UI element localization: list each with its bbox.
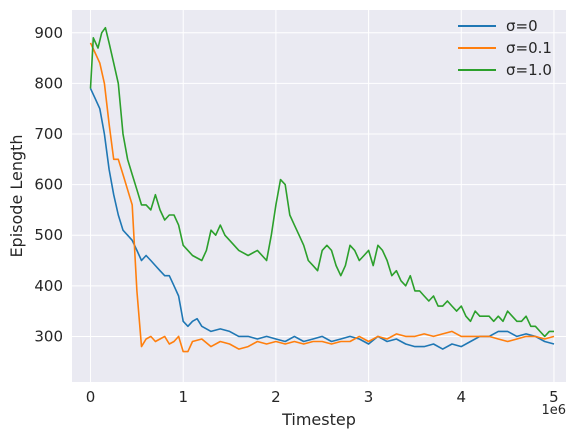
grid-lines (72, 10, 566, 382)
legend-entry: σ=1.0 (506, 61, 552, 79)
y-tick-label: 700 (34, 125, 63, 143)
y-tick-label: 800 (34, 74, 63, 92)
legend-entry: σ=0 (506, 17, 538, 35)
x-tick-label: 3 (364, 388, 374, 406)
series-lines (89, 26, 555, 353)
series-line-1 (89, 42, 555, 353)
plot-background (72, 10, 566, 382)
y-tick-label: 500 (34, 226, 63, 244)
x-axis-offset-label: 1e6 (541, 403, 566, 418)
y-tick-label: 400 (34, 277, 63, 295)
x-tick-label: 5 (549, 388, 559, 406)
legend-entry: σ=0.1 (506, 39, 552, 57)
legend: σ=0 σ=0.1 σ=1.0 (458, 17, 552, 79)
x-tick-label: 4 (456, 388, 466, 406)
x-tick-label: 1 (178, 388, 188, 406)
x-tick-label: 2 (271, 388, 281, 406)
series-line-2 (89, 26, 554, 338)
x-axis-ticks: 0 1 2 3 4 5 (86, 388, 559, 406)
y-tick-label: 300 (34, 327, 63, 345)
series-line-0 (89, 88, 555, 350)
y-axis-label: Episode Length (7, 134, 26, 257)
y-tick-label: 900 (34, 24, 63, 42)
x-tick-label: 0 (86, 388, 96, 406)
x-axis-label: Timestep (281, 410, 356, 429)
y-axis-ticks: 300 400 500 600 700 800 900 (34, 24, 63, 346)
y-tick-label: 600 (34, 176, 63, 194)
